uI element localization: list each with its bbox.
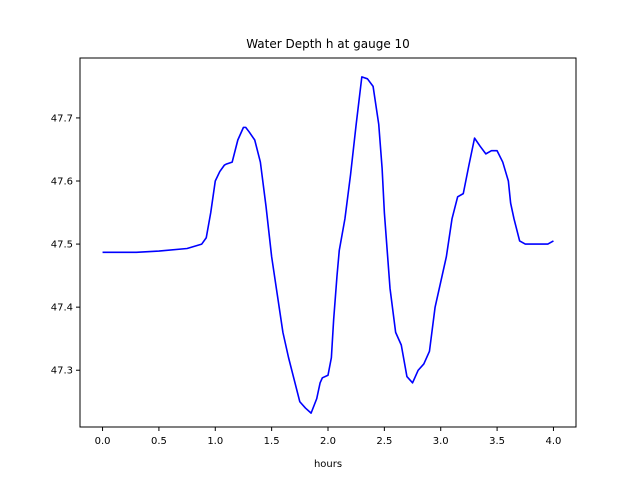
- y-tick-label: 47.4: [51, 303, 73, 314]
- x-axis-label: hours: [314, 459, 342, 470]
- y-tick-label: 47.5: [51, 240, 73, 251]
- x-tick-label: 0.5: [151, 436, 167, 447]
- x-axis: 0.0 0.5 1.0 1.5 2.0 2.5 3.0 3.5 4.0: [95, 427, 562, 447]
- x-tick-label: 3.5: [489, 436, 505, 447]
- x-tick-label: 4.0: [546, 436, 562, 447]
- y-tick-label: 47.7: [51, 113, 73, 124]
- chart-title: Water Depth h at gauge 10: [246, 37, 410, 51]
- series-line-0: [102, 76, 554, 414]
- y-tick-label: 47.6: [51, 177, 73, 188]
- x-tick-label: 2.0: [320, 436, 336, 447]
- plot-area: [102, 76, 554, 414]
- y-axis: 47.3 47.4 47.5 47.6 47.7: [51, 113, 80, 377]
- x-tick-label: 0.0: [95, 436, 111, 447]
- x-tick-label: 3.0: [433, 436, 449, 447]
- x-tick-label: 2.5: [376, 436, 392, 447]
- x-tick-label: 1.5: [264, 436, 280, 447]
- y-tick-label: 47.3: [51, 366, 73, 377]
- x-tick-label: 1.0: [207, 436, 223, 447]
